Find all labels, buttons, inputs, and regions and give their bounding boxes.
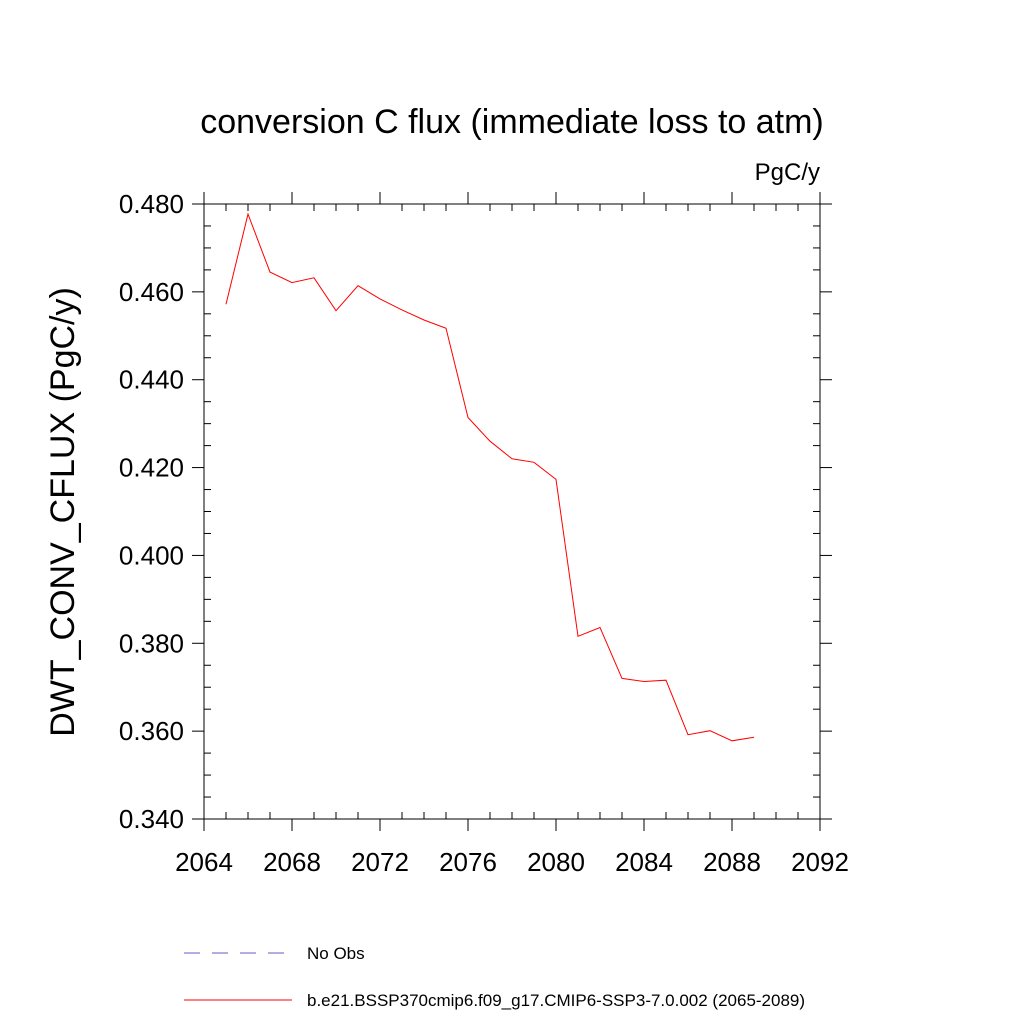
series-lines [225, 212, 755, 742]
legend-label: No Obs [307, 944, 365, 963]
y-tick-label: 0.460 [119, 277, 184, 307]
legend: No Obs b.e21.BSSP370cmip6.f09_g17.CMIP6-S… [184, 944, 805, 1010]
y-tick-label: 0.440 [119, 365, 184, 395]
y-axis-label: DWT_CONV_CFLUX (PgC/y) [44, 287, 82, 737]
units-label: PgC/y [755, 159, 820, 186]
y-tick-label: 0.480 [119, 189, 184, 219]
x-tick-label: 2072 [351, 847, 409, 877]
y-tick-label: 0.420 [119, 453, 184, 483]
x-tick-label: 2084 [615, 847, 673, 877]
x-tick-label: 2064 [175, 847, 233, 877]
y-tick-label: 0.400 [119, 540, 184, 570]
plot-frame [203, 203, 821, 820]
y-tick-label: 0.360 [119, 716, 184, 746]
axis-ticks: 2064 2068 2072 2076 2080 2084 2088 2092 0.340 0.3… [119, 189, 849, 877]
x-tick-label: 2076 [439, 847, 497, 877]
x-tick-label: 2080 [527, 847, 585, 877]
legend-label: b.e21.BSSP370cmip6.f09_g17.CMIP6-SSP3-7.… [307, 991, 805, 1010]
y-tick-label: 0.340 [119, 804, 184, 834]
plot-border [203, 203, 821, 820]
x-tick-label: 2088 [703, 847, 761, 877]
x-tick-label: 2092 [791, 847, 849, 877]
y-tick-label: 0.380 [119, 628, 184, 658]
x-tick-label: 2068 [263, 847, 321, 877]
chart-title: conversion C flux (immediate loss to atm… [200, 103, 824, 141]
series-line [225, 212, 755, 742]
